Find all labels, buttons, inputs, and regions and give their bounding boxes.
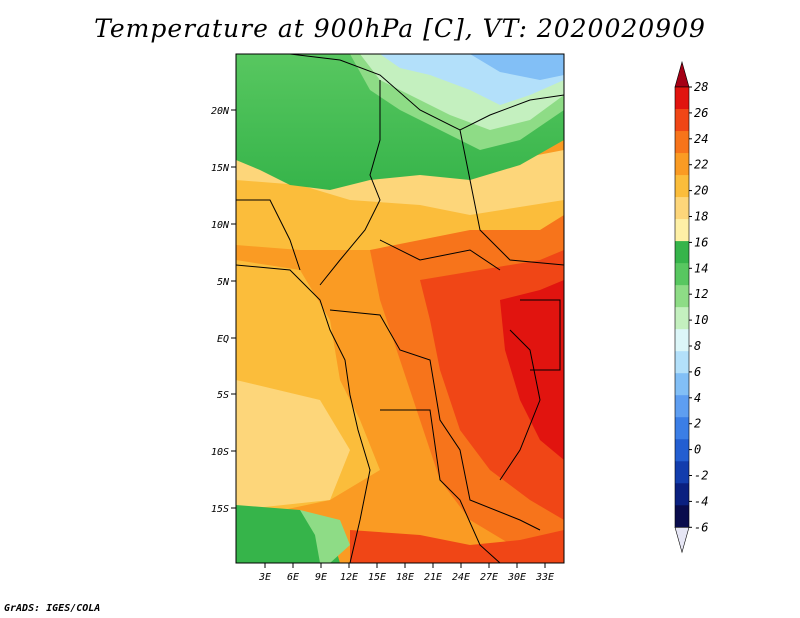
colorbar-label: 18	[694, 210, 708, 224]
country-borders	[236, 54, 564, 563]
colorbar-segment	[675, 219, 689, 242]
lon-label-12e: 12E	[340, 572, 358, 583]
colorbar-label: -6	[694, 520, 708, 534]
colorbar-segment	[675, 329, 689, 352]
colorbar-label: 12	[694, 287, 708, 301]
lat-label-5s: 5S	[217, 390, 229, 401]
colorbar-segment	[675, 417, 689, 440]
colorbar-label: 0	[694, 443, 701, 457]
colorbar-segment	[675, 263, 689, 286]
colorbar-segment	[675, 351, 689, 374]
colorbar-label: 10	[694, 313, 708, 327]
colorbar-segment	[675, 153, 689, 176]
lon-label-33e: 33E	[535, 572, 554, 583]
lat-axis: 20N 15N 10N 5N EQ 5S 10S 15S	[211, 106, 236, 515]
colorbar-label: 22	[694, 158, 708, 172]
colorbar-segment	[675, 87, 689, 110]
lon-label-18e: 18E	[396, 572, 414, 583]
colorbar-label: 20	[694, 184, 708, 198]
lon-label-6e: 6E	[287, 572, 299, 583]
lat-label-15s: 15S	[211, 504, 229, 515]
footer-credit: GrADS: IGES/COLA	[4, 603, 101, 614]
colorbar-segment	[675, 439, 689, 462]
colorbar-label: 4	[694, 391, 701, 405]
lon-label-24e: 24E	[452, 572, 470, 583]
colorbar-segment	[675, 241, 689, 264]
colorbar-segment	[675, 395, 689, 418]
colorbar-segment	[675, 197, 689, 220]
colorbar-label: 24	[694, 132, 708, 146]
colorbar-segment	[675, 483, 689, 506]
colorbar-label: 8	[694, 339, 701, 353]
colorbar-segment	[675, 175, 689, 198]
colorbar-bottom-arrow	[674, 526, 690, 554]
colorbar-segment	[675, 505, 689, 528]
temperature-field	[236, 54, 564, 563]
lon-label-3e: 3E	[258, 572, 271, 583]
lat-label-10n: 10N	[211, 220, 230, 231]
lat-label-10s: 10S	[211, 447, 229, 458]
colorbar-label: -2	[694, 469, 708, 483]
colorbar-label: -4	[694, 494, 708, 508]
lon-label-21e: 21E	[424, 572, 442, 583]
lon-axis: 3E 6E 9E 12E 15E 18E 21E 24E 27E 30E 33E	[258, 563, 554, 583]
map-frame	[235, 53, 565, 564]
lat-label-5n: 5N	[217, 277, 230, 288]
colorbar-segment	[675, 131, 689, 154]
colorbar-segment	[675, 109, 689, 132]
colorbar-label: 6	[694, 365, 701, 379]
colorbar-segment	[675, 285, 689, 308]
colorbar-label: 26	[694, 106, 708, 120]
colorbar-label: 2	[694, 417, 701, 431]
lon-label-30e: 30E	[507, 572, 526, 583]
lat-label-20n: 20N	[211, 106, 230, 117]
chart-title: Temperature at 900hPa [C], VT: 202002090…	[94, 14, 706, 43]
colorbar-label: 16	[694, 235, 708, 249]
lat-label-15n: 15N	[211, 163, 230, 174]
colorbar-segment	[675, 373, 689, 396]
lon-label-15e: 15E	[368, 572, 386, 583]
colorbar-label: 14	[694, 261, 708, 275]
lon-label-9e: 9E	[315, 572, 327, 583]
colorbar-segment	[675, 307, 689, 330]
colorbar-label: 28	[694, 80, 708, 94]
colorbar-top-arrow	[674, 60, 690, 88]
colorbar-segment	[675, 461, 689, 484]
lon-label-27e: 27E	[480, 572, 498, 583]
lat-label-eq: EQ	[217, 334, 229, 345]
